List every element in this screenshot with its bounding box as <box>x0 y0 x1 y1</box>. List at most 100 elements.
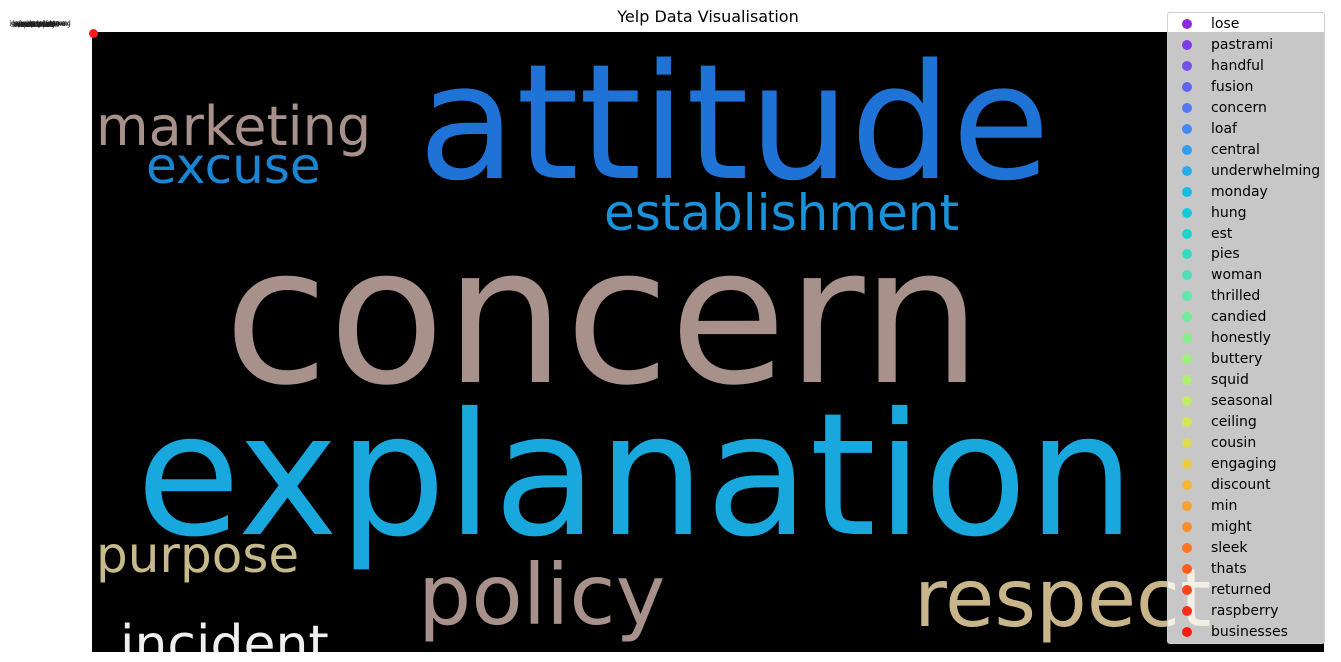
legend-item: fusion <box>1168 77 1253 97</box>
point-label: might <box>40 20 55 27</box>
legend-label: underwhelming <box>1211 162 1321 179</box>
legend-label: pastrami <box>1211 36 1274 53</box>
legend-label: sleek <box>1211 539 1248 556</box>
legend-label: buttery <box>1211 351 1263 368</box>
point-label: sleek <box>43 21 56 28</box>
legend-item: pastrami <box>1168 35 1273 55</box>
legend-marker-icon <box>1182 81 1192 92</box>
legend-label: discount <box>1211 476 1271 493</box>
word-purpose: purpose <box>96 526 299 584</box>
word-excuse: excuse <box>146 137 321 195</box>
legend-item: ceiling <box>1168 412 1257 432</box>
point-label: min <box>37 22 47 29</box>
legend-label: concern <box>1211 99 1267 116</box>
legend-marker-icon <box>1182 354 1192 365</box>
legend-label: est <box>1211 225 1233 242</box>
legend-item: sleek <box>1168 538 1248 558</box>
legend-marker-icon <box>1182 207 1192 218</box>
word-explanation: explanation <box>136 377 1135 575</box>
legend-label: woman <box>1211 267 1263 284</box>
legend-marker-icon <box>1182 270 1192 281</box>
legend-item: might <box>1168 517 1252 537</box>
word-policy: policy <box>418 546 665 644</box>
point-label: discount <box>34 21 55 28</box>
legend-label: candied <box>1211 309 1267 326</box>
chart-title: Yelp Data Visualisation <box>617 7 799 26</box>
point-label: monday <box>34 22 55 29</box>
point-label: handful <box>16 22 35 29</box>
legend: lose pastrami handful fusion concern loaf cent… <box>1167 12 1325 644</box>
word-concern: concern <box>224 206 982 427</box>
point-label: thrilled <box>49 21 66 28</box>
legend-label: squid <box>1211 372 1249 389</box>
legend-marker-icon <box>1182 333 1192 344</box>
legend-marker-icon <box>1182 228 1192 239</box>
legend-item: engaging <box>1168 454 1277 474</box>
legend-item: discount <box>1168 475 1271 495</box>
legend-item: thats <box>1168 559 1247 579</box>
legend-marker-icon <box>1182 123 1192 134</box>
point-label: returned <box>49 20 71 27</box>
legend-marker-icon <box>1182 417 1192 428</box>
legend-label: lose <box>1211 16 1240 32</box>
legend-marker-icon <box>1182 626 1192 637</box>
legend-label: hung <box>1211 204 1247 221</box>
legend-item: squid <box>1168 370 1249 390</box>
legend-item: lose <box>1168 14 1239 34</box>
legend-item: loaf <box>1168 119 1237 139</box>
legend-label: fusion <box>1211 78 1254 95</box>
legend-label: ceiling <box>1211 414 1257 431</box>
legend-item: buttery <box>1168 349 1262 369</box>
point-label: businesses <box>13 22 41 29</box>
legend-label: cousin <box>1211 435 1257 451</box>
point-label: est <box>40 21 48 28</box>
point-label: cousin <box>28 22 44 29</box>
legend-item: underwhelming <box>1168 161 1320 181</box>
point-label: ceiling <box>25 21 41 28</box>
legend-item: concern <box>1168 98 1267 118</box>
word-respect: respect <box>914 552 1211 645</box>
point-label: concern <box>22 21 42 28</box>
legend-marker-icon <box>1182 19 1192 29</box>
legend-label: seasonal <box>1211 393 1273 410</box>
legend-marker-icon <box>1182 584 1192 595</box>
legend-label: central <box>1211 141 1260 158</box>
legend-marker-icon <box>1182 144 1192 155</box>
legend-marker-icon <box>1182 542 1192 553</box>
point-label: buttery <box>16 21 34 28</box>
legend-marker-icon <box>1182 605 1192 616</box>
point-label: seasonal <box>22 20 44 27</box>
legend-item: central <box>1168 140 1260 160</box>
legend-item: honestly <box>1168 328 1271 348</box>
point-label: engaging <box>31 20 55 27</box>
point-label: squid <box>19 22 33 29</box>
legend-item: candied <box>1168 307 1266 327</box>
point-label: thats <box>46 22 59 29</box>
legend-label: engaging <box>1211 455 1277 472</box>
legend-item: woman <box>1168 265 1262 285</box>
overlapping-point-labels: lose pastrami handful fusion concern loaf cent… <box>10 18 102 34</box>
legend-item: cousin <box>1168 433 1256 453</box>
legend-label: min <box>1211 497 1238 514</box>
legend-item: est <box>1168 224 1232 244</box>
legend-item: handful <box>1168 56 1264 76</box>
legend-label: might <box>1211 518 1252 535</box>
legend-item: returned <box>1168 580 1271 600</box>
legend-marker-icon <box>1182 500 1192 511</box>
legend-marker-icon <box>1182 291 1192 302</box>
word-attitude: attitude <box>418 32 1050 216</box>
legend-label: returned <box>1211 581 1272 598</box>
legend-marker-icon <box>1182 438 1192 448</box>
legend-marker-icon <box>1182 521 1192 532</box>
legend-item: pies <box>1168 244 1240 264</box>
legend-marker-icon <box>1182 396 1192 407</box>
point-label: honestly <box>13 20 34 27</box>
legend-item: businesses <box>1168 622 1288 642</box>
point-label: lose <box>10 20 20 27</box>
legend-label: pies <box>1211 246 1240 263</box>
legend-marker-icon <box>1182 60 1192 71</box>
point-label: hung <box>37 20 50 27</box>
point-label: loaf <box>25 22 34 29</box>
scatter-point-cluster <box>89 29 98 38</box>
